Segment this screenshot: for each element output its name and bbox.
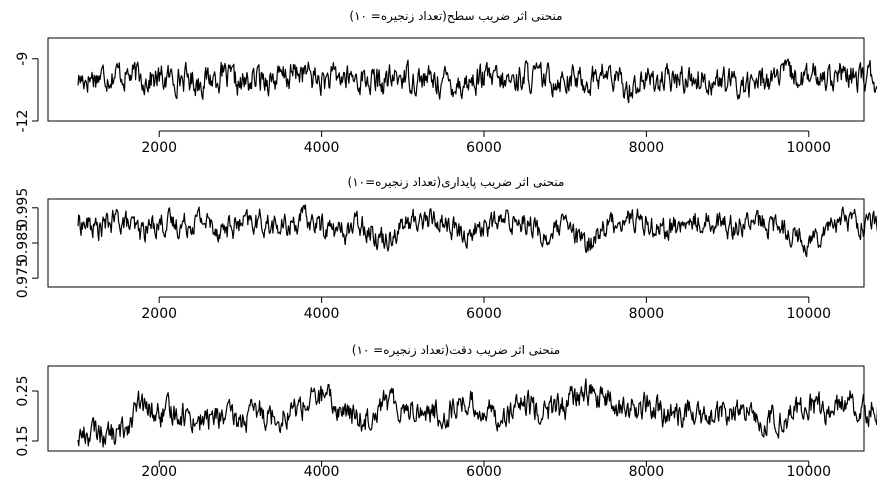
y-tick-label: 0.15 — [15, 425, 31, 456]
x-tick-label: 10000 — [787, 464, 832, 480]
plot-frame — [47, 37, 865, 122]
x-tick-label: 8000 — [629, 464, 665, 480]
x-tick-label: 4000 — [304, 140, 340, 156]
y-tick-label: 0.985 — [15, 223, 31, 263]
x-tick-label: 8000 — [629, 140, 665, 156]
stability-coefficient-panel: منحنی اثر ضریب پایداری(تعداد زنجیره=۱۰) 2… — [15, 175, 877, 322]
x-tick-label: 2000 — [141, 140, 177, 156]
level-coefficient-panel: منحنی اثر ضریب سطح(تعداد زنجیره= ۱۰) 2000… — [15, 9, 877, 156]
y-tick-label: 0.995 — [15, 188, 31, 228]
trace-line — [77, 204, 877, 258]
x-tick-label: 8000 — [629, 306, 665, 322]
precision-coefficient-panel: منحنی اثر ضریب دقت(تعداد زنجیره= ۱۰) 2000… — [15, 343, 877, 480]
trace-line — [77, 58, 877, 104]
panel-title: منحنی اثر ضریب سطح(تعداد زنجیره= ۱۰) — [349, 9, 562, 24]
plot-frame — [47, 198, 865, 288]
plot-frame — [47, 365, 865, 452]
y-tick-label: -9 — [15, 52, 31, 66]
panel-title: منحنی اثر ضریب دقت(تعداد زنجیره= ۱۰) — [352, 343, 560, 358]
x-tick-label: 6000 — [466, 140, 502, 156]
x-tick-label: 6000 — [466, 306, 502, 322]
x-tick-label: 10000 — [787, 140, 832, 156]
y-tick-label: -12 — [15, 110, 31, 133]
panel-title: منحنی اثر ضریب پایداری(تعداد زنجیره=۱۰) — [348, 175, 565, 190]
x-tick-label: 6000 — [466, 464, 502, 480]
x-tick-label: 2000 — [141, 464, 177, 480]
trace-line — [77, 378, 877, 448]
y-tick-label: 0.25 — [15, 375, 31, 406]
x-tick-label: 2000 — [141, 306, 177, 322]
y-tick-label: 0.975 — [15, 258, 31, 298]
x-tick-label: 4000 — [304, 464, 340, 480]
x-tick-label: 4000 — [304, 306, 340, 322]
x-tick-label: 10000 — [787, 306, 832, 322]
